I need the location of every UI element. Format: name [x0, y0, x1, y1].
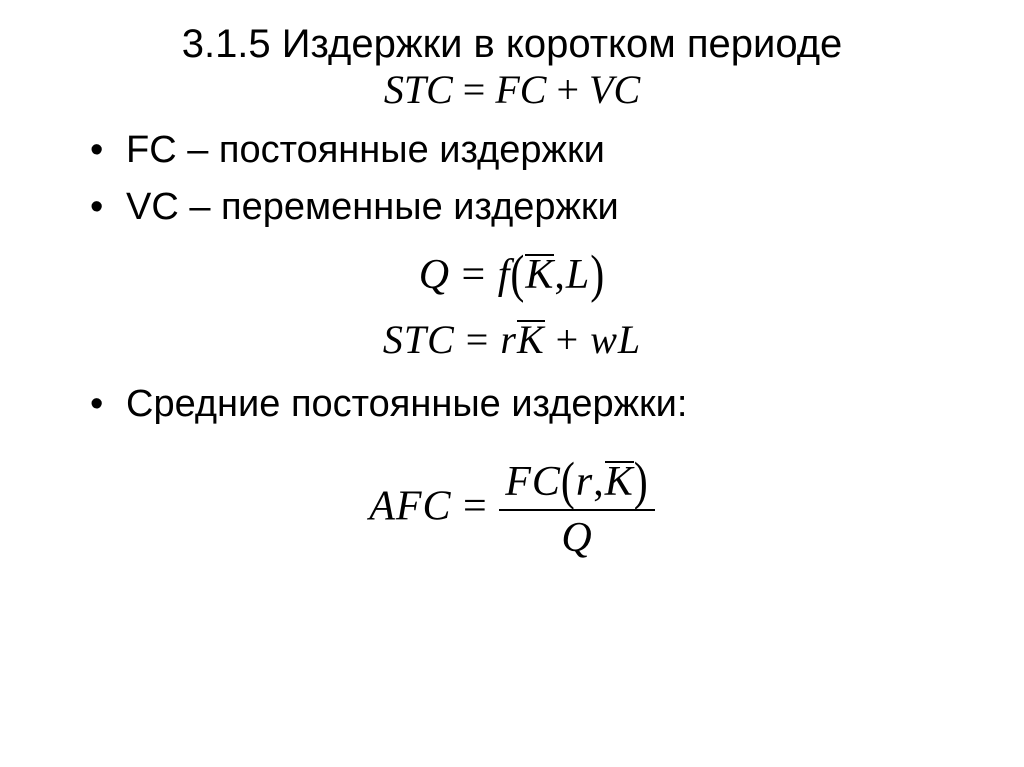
eq4-num-r: r — [576, 459, 593, 505]
slide: 3.1.5 Издержки в коротком периоде STC = … — [0, 0, 1024, 767]
eq4-denominator: Q — [499, 511, 655, 559]
eq3-r: r — [500, 317, 517, 362]
equation-stc-fc-vc: STC = FC + VC — [60, 70, 964, 110]
eq2-equals: = — [450, 252, 498, 298]
bullet-afc: Средние постоянные издержки: — [90, 376, 964, 433]
eq2-f: f — [498, 252, 511, 298]
eq2-rparen: ) — [590, 249, 605, 302]
bullet-fc: FC – постоянные издержки — [90, 122, 964, 179]
eq3-L: L — [618, 317, 641, 362]
eq3-plus: + — [545, 317, 591, 362]
eq4-numerator: FC(r,K) — [499, 461, 655, 511]
eq1-plus: + — [546, 67, 589, 112]
eq2-Q: Q — [419, 252, 450, 298]
bullet-list-2: Средние постоянные издержки: — [60, 376, 964, 433]
bullet-fc-term: FC — [126, 129, 177, 171]
eq2-comma: , — [554, 252, 566, 298]
eq4-equals: = — [452, 484, 500, 530]
eq1-lhs: STC — [384, 67, 453, 112]
bullet-vc-dash: – — [179, 186, 221, 228]
eq4-fraction: FC(r,K) Q — [499, 461, 655, 559]
bullet-afc-text: Средние постоянные издержки: — [126, 383, 687, 425]
equation-afc: AFC = FC(r,K) Q — [60, 461, 964, 559]
eq1-vc: VC — [589, 67, 640, 112]
eq3-lhs: STC — [383, 317, 455, 362]
eq3-Kbar: K — [517, 320, 545, 360]
eq4-num-FC: FC — [505, 459, 561, 505]
eq3-w: w — [590, 317, 618, 362]
eq2-lparen: ( — [510, 249, 525, 302]
eq1-fc: FC — [495, 67, 546, 112]
eq4-num-lparen: ( — [561, 456, 576, 509]
eq1-equals: = — [453, 67, 496, 112]
eq3-equals: = — [455, 317, 501, 362]
bullet-vc-text: переменные издержки — [221, 186, 619, 228]
bullet-vc-term: VC — [126, 186, 179, 228]
eq4-lhs: AFC — [369, 484, 451, 530]
equation-production-function: Q = f(K,L) — [60, 254, 964, 296]
eq2-Kbar: K — [525, 254, 554, 296]
eq4-num-comma: , — [593, 459, 605, 505]
eq4-num-rparen: ) — [634, 456, 649, 509]
bullet-fc-text: постоянные издержки — [219, 129, 605, 171]
eq4-num-Kbar: K — [605, 461, 634, 503]
equation-stc-rk-wl: STC = rK + wL — [60, 320, 964, 360]
slide-title: 3.1.5 Издержки в коротком периоде — [60, 20, 964, 68]
eq2-L: L — [566, 252, 590, 298]
bullet-fc-dash: – — [177, 129, 219, 171]
bullet-list: FC – постоянные издержки VC – переменные… — [60, 122, 964, 236]
bullet-vc: VC – переменные издержки — [90, 179, 964, 236]
